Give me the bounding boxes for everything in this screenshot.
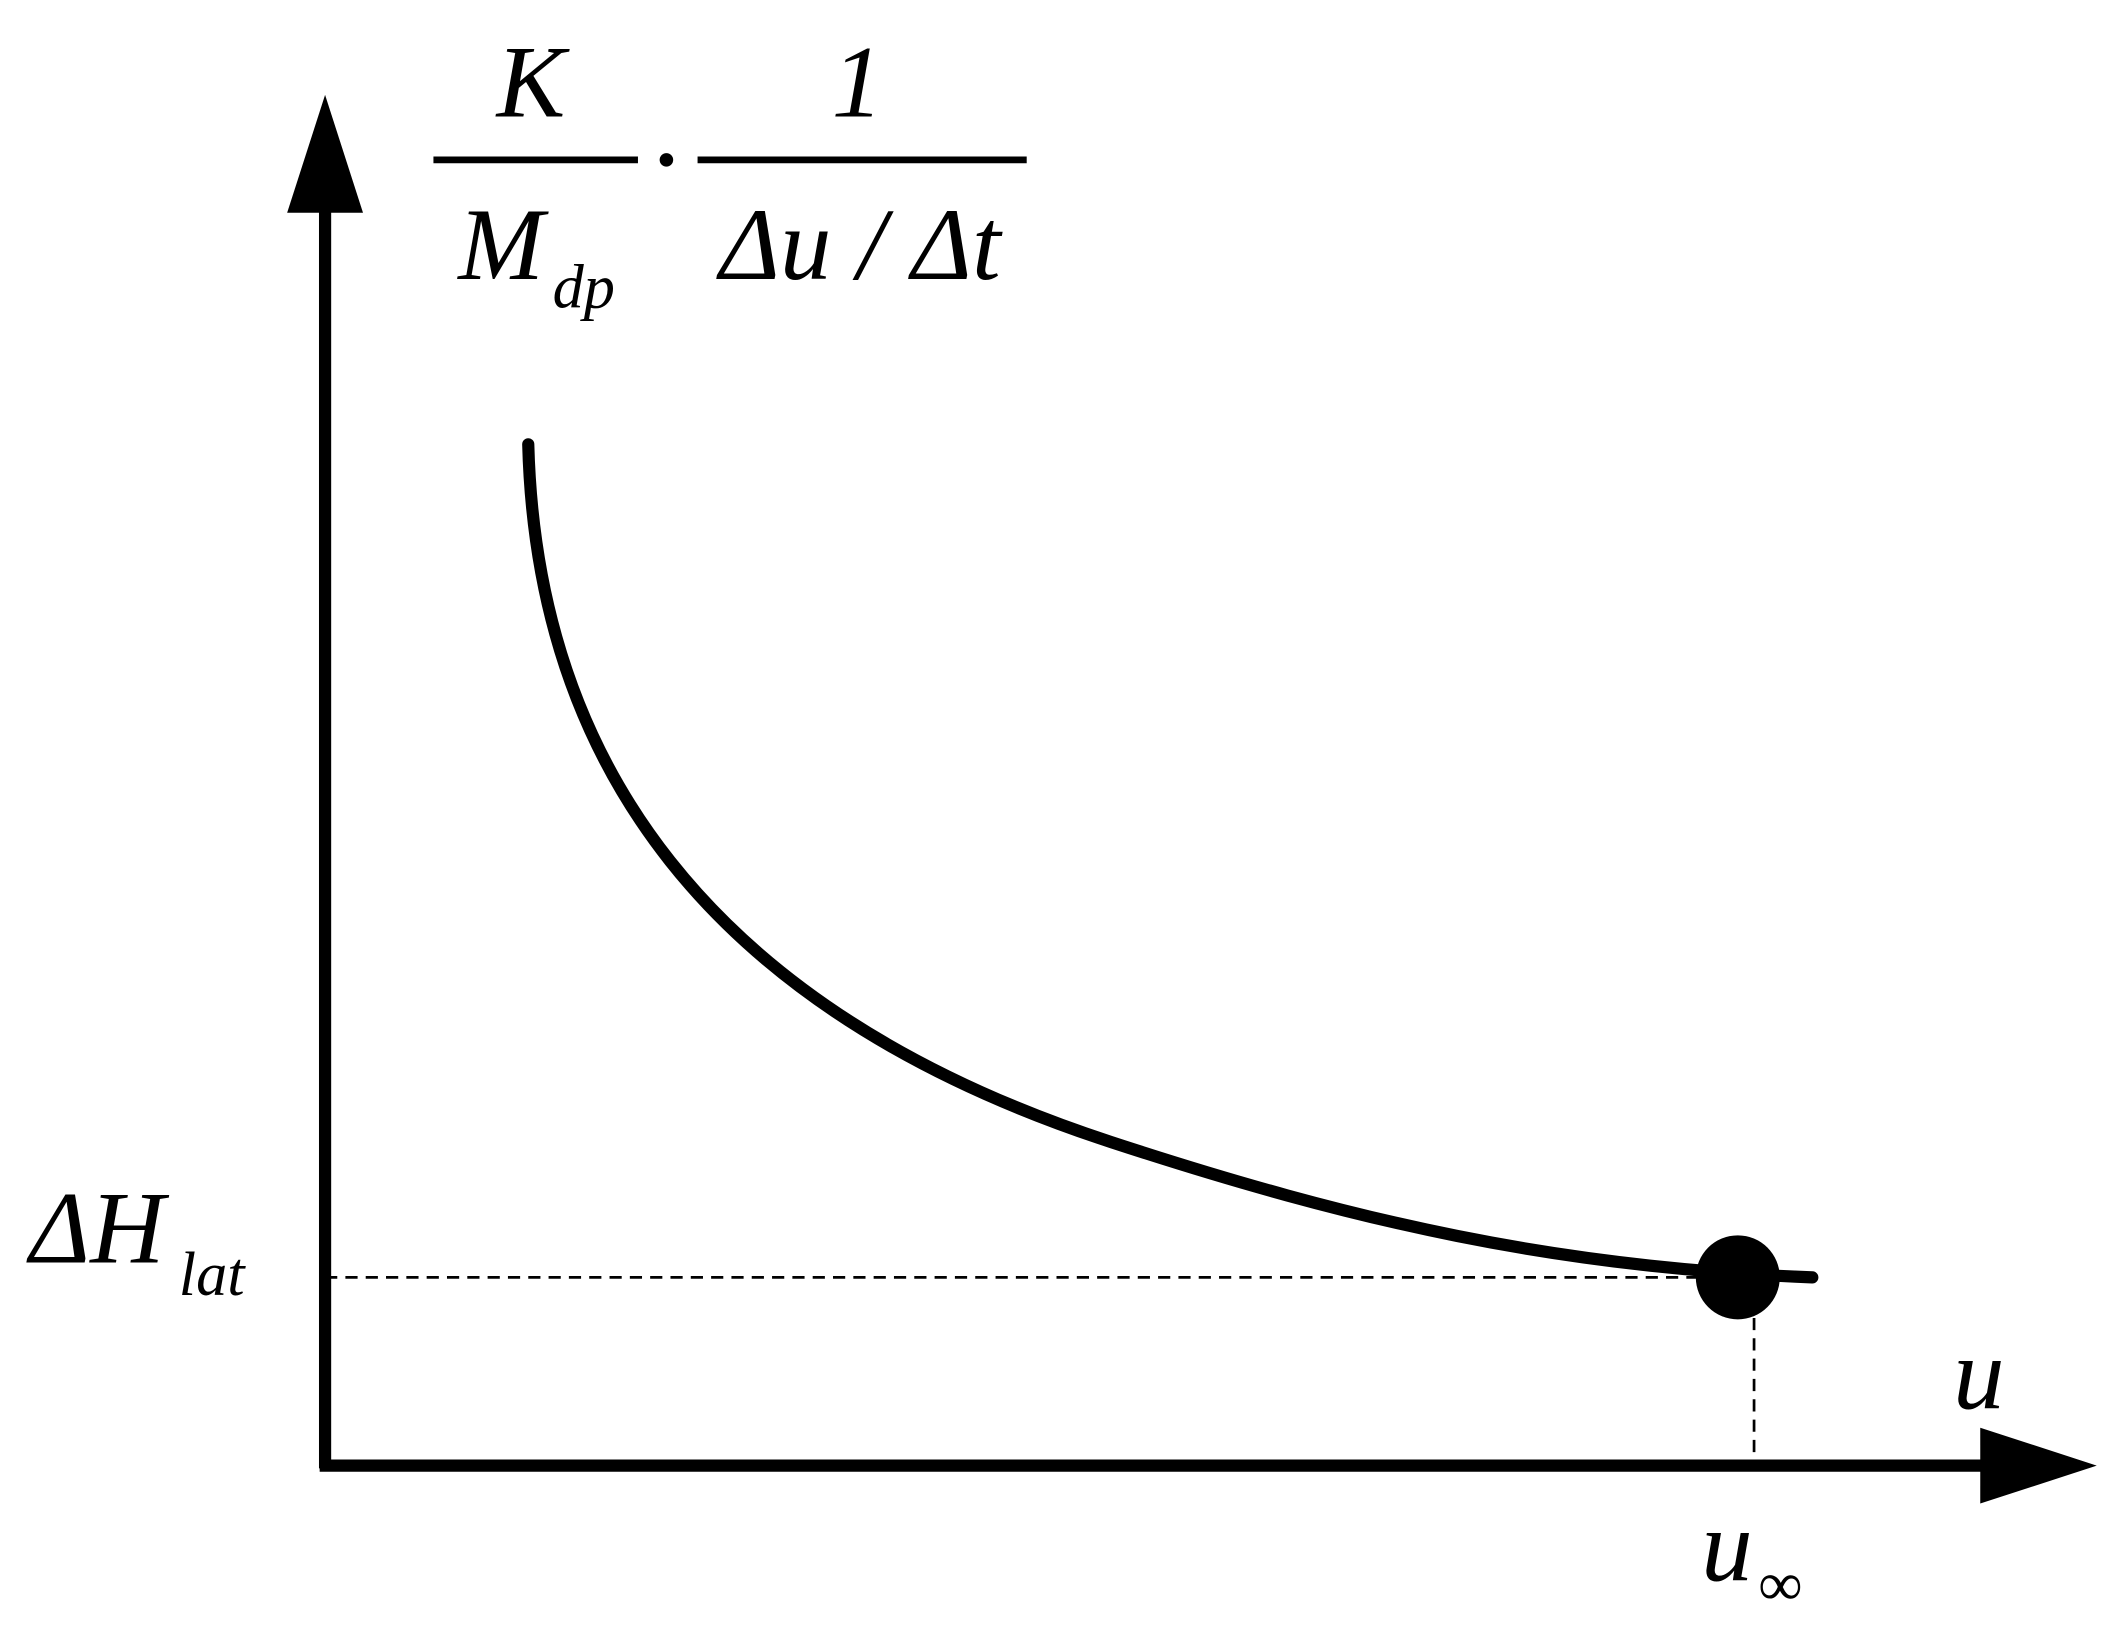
denominator: Δu / Δt [716,188,1003,302]
subscript: dp [553,253,615,322]
curve [522,438,1819,1284]
end-point [1695,1235,1780,1320]
numerator: K [495,26,571,140]
x-axis-label: u [1953,1318,2004,1432]
x-marker-label: u [1701,1490,1752,1604]
y-level-label: ΔH [26,1171,169,1285]
subscript: lat [179,1240,246,1309]
x-axis-arrow [1980,1427,2097,1504]
numerator: 1 [832,26,883,140]
subscript: ∞ [1758,1550,1802,1619]
multiply-dot [659,153,674,167]
denominator: M [456,188,549,302]
y-axis-arrow [287,94,364,213]
